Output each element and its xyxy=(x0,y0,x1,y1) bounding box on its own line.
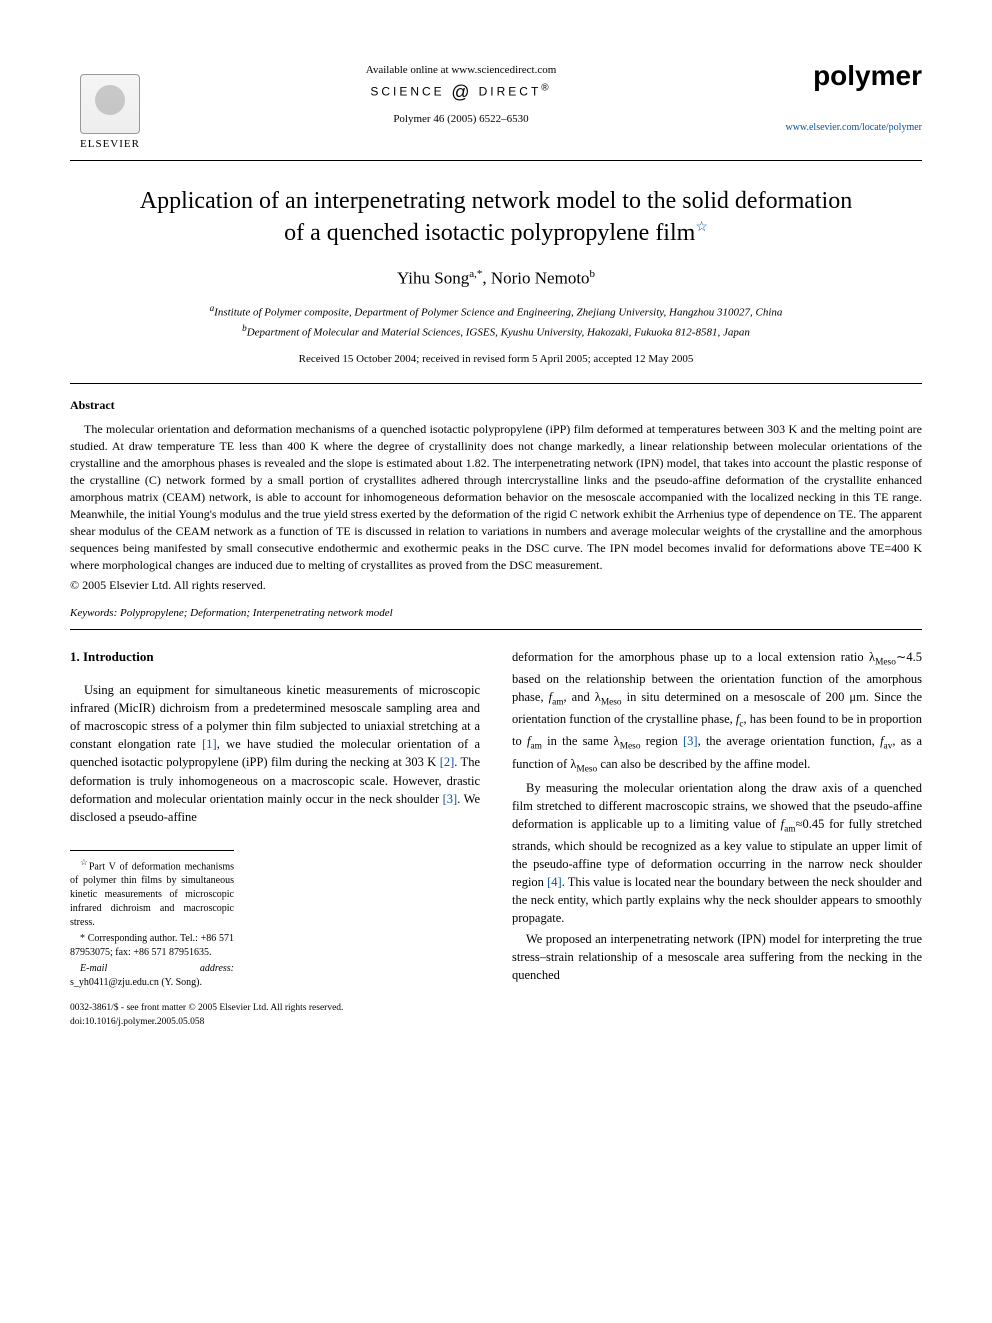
paper-header: ELSEVIER Available online at www.science… xyxy=(70,60,922,150)
footer-issn: 0032-3861/$ - see front matter © 2005 El… xyxy=(70,1002,480,1015)
abstract-heading: Abstract xyxy=(70,398,922,413)
title-footnote-star: ☆ xyxy=(695,220,708,235)
title-line1: Application of an interpenetrating netwo… xyxy=(140,188,852,214)
author-2: Norio Nemoto xyxy=(491,268,590,287)
elsevier-tree-icon xyxy=(80,74,140,134)
section-heading-intro: 1. Introduction xyxy=(70,648,480,667)
ref-3b[interactable]: [3] xyxy=(683,734,698,748)
ref-1[interactable]: [1] xyxy=(202,737,217,751)
footnotes-block: ☆Part V of deformation mechanisms of pol… xyxy=(70,850,234,990)
right-column: deformation for the amorphous phase up t… xyxy=(512,648,922,1029)
affiliations: aInstitute of Polymer composite, Departm… xyxy=(70,302,922,340)
keywords-label: Keywords: xyxy=(70,607,117,619)
article-title: Application of an interpenetrating netwo… xyxy=(110,185,882,250)
abstract-section: Abstract The molecular orientation and d… xyxy=(70,398,922,593)
abstract-bottom-divider xyxy=(70,629,922,630)
intro-para-left: Using an equipment for simultaneous kine… xyxy=(70,681,480,826)
header-divider xyxy=(70,160,922,161)
article-dates: Received 15 October 2004; received in re… xyxy=(70,353,922,365)
publisher-name: ELSEVIER xyxy=(80,138,140,150)
ref-4[interactable]: [4] xyxy=(547,875,562,889)
journal-branding: polymer www.elsevier.com/locate/polymer xyxy=(772,60,922,133)
abstract-body: The molecular orientation and deformatio… xyxy=(70,421,922,574)
intro-para-r1: deformation for the amorphous phase up t… xyxy=(512,648,922,777)
intro-para-r2: By measuring the molecular orientation a… xyxy=(512,779,922,928)
intro-para-r3: We proposed an interpenetrating network … xyxy=(512,930,922,984)
available-online-text: Available online at www.sciencedirect.co… xyxy=(150,64,772,76)
journal-title: polymer xyxy=(772,60,922,92)
header-center: Available online at www.sciencedirect.co… xyxy=(150,60,772,125)
footer-doi: doi:10.1016/j.polymer.2005.05.058 xyxy=(70,1016,480,1029)
keywords-text: Polypropylene; Deformation; Interpenetra… xyxy=(120,607,393,619)
keywords-line: Keywords: Polypropylene; Deformation; In… xyxy=(70,607,922,619)
affiliation-b: bDepartment of Molecular and Material Sc… xyxy=(70,322,922,341)
abstract-top-divider xyxy=(70,383,922,384)
footnote-corresponding: * Corresponding author. Tel.: +86 571 87… xyxy=(70,932,234,960)
affiliation-a: aInstitute of Polymer composite, Departm… xyxy=(70,302,922,321)
title-line2: of a quenched isotactic polypropylene fi… xyxy=(284,220,695,246)
ref-3a[interactable]: [3] xyxy=(443,792,458,806)
body-columns: 1. Introduction Using an equipment for s… xyxy=(70,648,922,1029)
author-1-affil: a,* xyxy=(469,268,482,280)
left-column: 1. Introduction Using an equipment for s… xyxy=(70,648,480,1029)
journal-url-link[interactable]: www.elsevier.com/locate/polymer xyxy=(772,122,922,133)
footer-bar: 0032-3861/$ - see front matter © 2005 El… xyxy=(70,1002,480,1029)
publisher-logo: ELSEVIER xyxy=(70,60,150,150)
author-1: Yihu Song xyxy=(397,268,469,287)
sciencedirect-logo: SCIENCE @ DIRECT® xyxy=(150,82,772,103)
footnote-star: ☆Part V of deformation mechanisms of pol… xyxy=(70,857,234,930)
footnote-email: E-mail address: s_yh0411@zju.edu.cn (Y. … xyxy=(70,962,234,990)
ref-2[interactable]: [2] xyxy=(440,755,455,769)
citation-line: Polymer 46 (2005) 6522–6530 xyxy=(150,113,772,125)
author-list: Yihu Songa,*, Norio Nemotob xyxy=(70,268,922,289)
abstract-copyright: © 2005 Elsevier Ltd. All rights reserved… xyxy=(70,578,922,593)
author-2-affil: b xyxy=(590,268,596,280)
